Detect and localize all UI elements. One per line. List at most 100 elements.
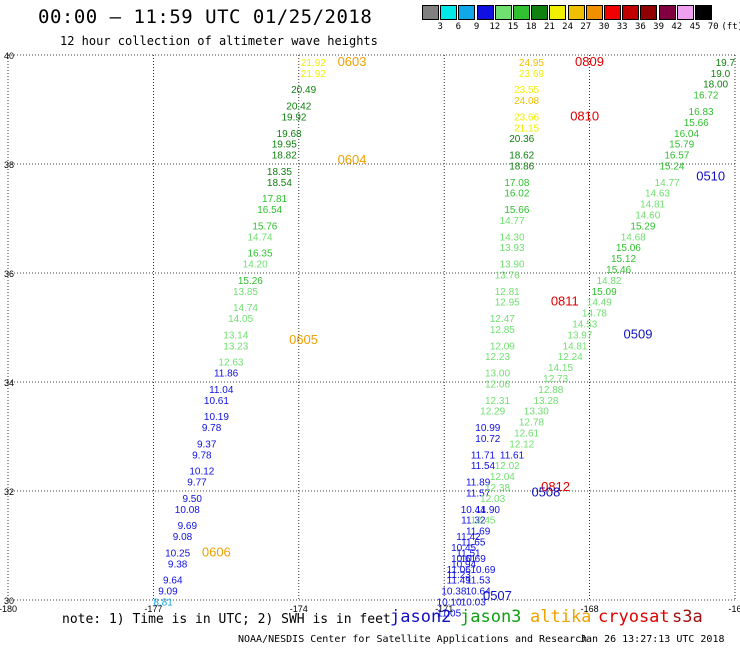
swh-label-jason2: 10.72: [475, 434, 500, 445]
swh-label-s3a: 11.90: [476, 505, 501, 516]
time-label: 0811: [551, 294, 579, 309]
swh-label-altika: 9.77: [187, 478, 207, 489]
swh-label-s3a: 13.97: [567, 330, 592, 341]
swh-label-altika: 14.74: [248, 232, 273, 243]
swh-label-s3a: 14.78: [582, 309, 607, 320]
scale-label: 15: [507, 22, 519, 32]
swh-label-cryosat: 13.76: [495, 270, 520, 281]
swh-label-altika: 10.08: [175, 505, 200, 516]
scale-label: 33: [616, 22, 628, 32]
swh-label-s3a: 11.65: [461, 538, 486, 549]
swh-label-altika: 13.85: [233, 287, 258, 298]
scale-label: 42: [671, 22, 683, 32]
swh-label-cryosat: 15.66: [504, 205, 529, 216]
time-label: 0812: [541, 479, 570, 494]
chart-subtitle: 12 hour collection of altimeter wave hei…: [60, 34, 378, 48]
scale-label: 70: [707, 22, 719, 32]
time-label: 0510: [696, 168, 725, 183]
scale-swatch: [476, 5, 494, 20]
swh-label-cryosat: 12.09: [490, 341, 515, 352]
scale-label: 30: [598, 22, 610, 32]
swh-label-s3a: 11.61: [500, 450, 525, 461]
scale-label: 45: [689, 22, 701, 32]
swh-label-s3a: 12.03: [480, 494, 505, 505]
swh-label-altika: 18.35: [267, 167, 292, 178]
swh-label-s3a: 18.00: [703, 80, 728, 91]
swh-label-s3a: 12.12: [509, 439, 534, 450]
swh-label-jason2: 10.38: [441, 587, 466, 598]
swh-label-s3a: 15.46: [606, 265, 631, 276]
swh-label-altika: 9.69: [178, 521, 198, 532]
swh-label-cryosat: 20.36: [509, 134, 534, 145]
scale-swatch: [585, 5, 603, 20]
swh-label-altika: 15.26: [238, 276, 263, 287]
swh-label-jason2: 11.53: [466, 576, 491, 587]
swh-label-altika: 18.54: [267, 178, 292, 189]
swh-label-cryosat: 23.66: [514, 112, 539, 123]
scale-label: 21: [543, 22, 555, 32]
scale-swatch: [640, 5, 658, 20]
swh-label-altika: 13.14: [223, 330, 248, 341]
swh-label-s3a: 15.29: [630, 221, 655, 232]
swh-label-cryosat: 18.86: [509, 161, 534, 172]
swh-label-altika: 14.20: [243, 260, 268, 271]
swh-label-cryosat: 12.85: [490, 325, 515, 336]
swh-label-s3a: 16.72: [693, 91, 718, 102]
swh-label-s3a: 14.68: [621, 232, 646, 243]
y-tick-label: 30: [4, 596, 14, 606]
swh-label-altika: 17.81: [262, 194, 287, 205]
swh-label-s3a: 14.82: [596, 276, 621, 287]
swh-label-altika: 13.23: [223, 341, 248, 352]
swh-label-jason2: 10.44: [461, 505, 486, 516]
swh-label-s3a: 12.73: [543, 374, 568, 385]
swh-label-altika: 14.74: [233, 303, 258, 314]
scale-swatch: [440, 5, 458, 20]
swh-label-jason2: 11.05: [437, 608, 462, 619]
swh-label-altika: 10.25: [165, 548, 190, 559]
legend-item-jason3: jason3: [460, 607, 522, 627]
x-tick-label: -168: [581, 604, 599, 614]
swh-label-altika: 8.81: [153, 597, 173, 608]
swh-label-s3a: 15.12: [611, 254, 636, 265]
swh-label-jason2: 10.64: [466, 587, 491, 598]
swh-label-cryosat: 12.81: [495, 287, 520, 298]
swh-label-cryosat: 12.29: [480, 407, 505, 418]
swh-label-altika: 16.54: [257, 205, 282, 216]
swh-label-s3a: 12.38: [485, 483, 510, 494]
time-label: 0509: [624, 326, 653, 341]
time-label: 0606: [202, 544, 231, 559]
swh-label-altika: 9.08: [173, 532, 193, 543]
swh-label-altika: 19.68: [277, 129, 302, 140]
swh-label-s3a: 14.63: [645, 189, 670, 200]
y-tick-label: 40: [4, 51, 14, 61]
swh-label-jason2: 11.42: [456, 532, 481, 543]
time-label: 0810: [570, 108, 599, 123]
x-tick-label: -174: [290, 604, 308, 614]
time-label: 0507: [483, 588, 512, 603]
swh-label-cryosat: 18.62: [509, 151, 534, 162]
swh-label-altika: 16.35: [248, 249, 273, 260]
footnote: note: 1) Time is in UTC; 2) SWH is in fe…: [62, 612, 391, 627]
chart-title: 00:00 – 11:59 UTC 01/25/2018: [38, 6, 373, 28]
swh-label-altika: 11.04: [209, 385, 234, 396]
y-tick-label: 32: [4, 487, 14, 497]
swh-label-cryosat: 13.00: [485, 369, 510, 380]
swh-label-cryosat: 12.23: [485, 352, 510, 363]
time-label: 0604: [338, 152, 367, 167]
scale-label: 24: [562, 22, 574, 32]
swh-label-altika: 21.92: [301, 69, 326, 80]
x-tick-label: -16: [728, 604, 740, 614]
swh-label-jason2: 10.69: [461, 554, 486, 565]
swh-label-s3a: 14.60: [635, 211, 660, 222]
swh-label-s3a: 12.02: [495, 461, 520, 472]
scale-swatch: [549, 5, 567, 20]
scale-swatch: [676, 5, 694, 20]
scale-label: 18: [525, 22, 537, 32]
swh-label-s3a: 12.24: [558, 352, 583, 363]
swh-label-s3a: 14.81: [563, 341, 588, 352]
swh-label-altika: 9.78: [192, 450, 212, 461]
swh-label-s3a: 14.81: [640, 200, 665, 211]
swh-label-altika: 19.92: [281, 112, 306, 123]
legend-item-cryosat: cryosat: [598, 607, 670, 627]
